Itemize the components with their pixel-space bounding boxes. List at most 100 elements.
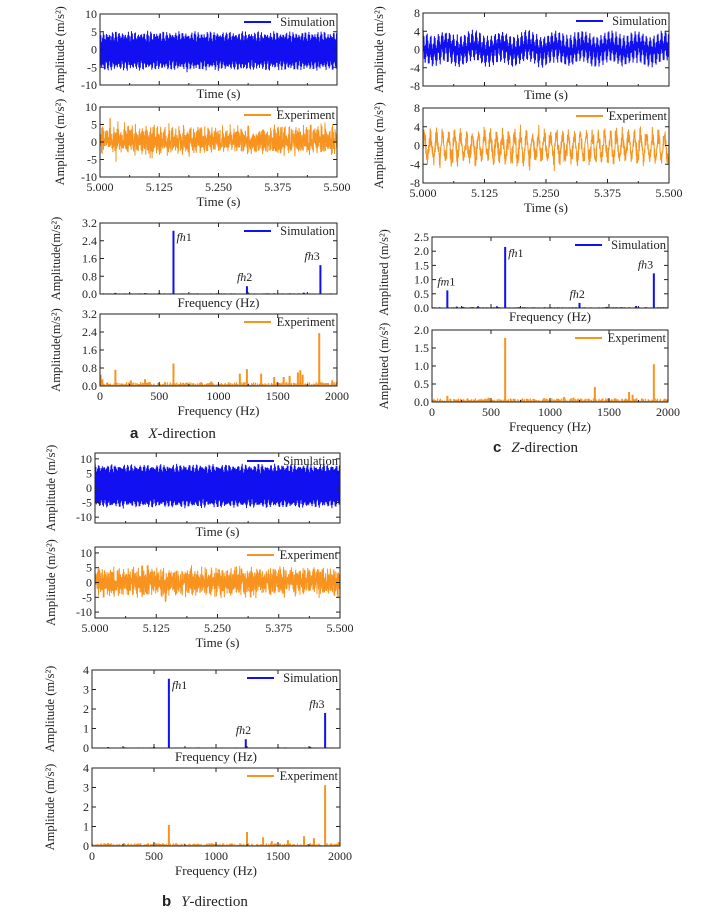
caption-suffix: -direction <box>158 426 217 442</box>
x-tick-label: 5.500 <box>324 180 351 194</box>
peak-annotation: fh2 <box>236 723 251 737</box>
y-tick-label: 0.0 <box>414 395 429 409</box>
x-tick-label: 1000 <box>538 405 562 419</box>
annotation-symbol: fh <box>236 723 245 737</box>
annotation-index: 2 <box>579 287 585 301</box>
y-tick-label: 0 <box>83 741 89 755</box>
chart-y-freq-exp: 0 500 1000 1500 2000 0 1 2 3 4 Frequency (Hz) Ampli… <box>43 761 352 878</box>
y-tick-label: 1.6 <box>82 252 97 266</box>
y-tick-label: 5 <box>91 25 97 39</box>
peak-annotation: fh1 <box>176 230 191 244</box>
legend-label: Simulation <box>280 224 336 238</box>
annotation-index: 1 <box>518 246 524 260</box>
series-line <box>423 29 669 68</box>
annotation-symbol: fh <box>309 697 318 711</box>
y-tick-label: -5 <box>87 60 97 74</box>
y-tick-label: 5 <box>86 466 92 480</box>
legend-label: Simulation <box>612 14 668 28</box>
y-axis-label: Amplitude (m/s²) <box>44 445 58 532</box>
peak-annotation: fm1 <box>437 274 455 288</box>
y-tick-label: 0 <box>414 139 420 153</box>
caption-letter: b <box>162 893 171 910</box>
series-simulation <box>95 463 340 509</box>
annotation-index: 2 <box>246 270 252 284</box>
annotation-index: 3 <box>318 697 324 711</box>
legend-label: Experiment <box>277 315 336 329</box>
series-experiment <box>100 117 337 162</box>
peak-annotation: fh3 <box>304 249 319 263</box>
y-axis-label: Amplitude (m/s²) <box>43 764 57 851</box>
y-tick-label: -8 <box>410 79 420 93</box>
legend: Experiment <box>247 548 339 562</box>
annotation-index: 3 <box>647 257 653 271</box>
y-tick-label: -5 <box>87 153 97 167</box>
y-tick-label: 0.8 <box>82 269 97 283</box>
legend: Simulation <box>576 14 668 28</box>
x-tick-label: 5.000 <box>82 621 109 635</box>
legend: Experiment <box>247 769 339 783</box>
y-tick-label: 0 <box>86 576 92 590</box>
caption-suffix: -direction <box>520 440 579 456</box>
y-tick-label: 10 <box>85 100 97 114</box>
y-axis-label: Amplitude (m/s²) <box>43 666 57 753</box>
y-tick-label: 2.5 <box>414 230 429 244</box>
y-tick-label: 0 <box>414 43 420 57</box>
legend: Simulation <box>244 15 336 29</box>
annotation-symbol: fh <box>176 230 185 244</box>
legend-label: Experiment <box>280 548 339 562</box>
x-tick-label: 2000 <box>325 389 349 403</box>
y-tick-label: 2.4 <box>82 234 97 248</box>
x-tick-label: 0 <box>429 405 435 419</box>
caption-b: b Y-direction <box>162 893 248 910</box>
legend: Experiment <box>244 108 336 122</box>
series-line <box>95 564 340 603</box>
x-tick-label: 1500 <box>266 849 290 863</box>
chart-z-time-sim: -8 -4 0 4 8 Time (s) Amplitude (m/s²) Simulatio… <box>372 6 670 102</box>
caption-suffix: -direction <box>190 894 249 910</box>
chart-z-freq-exp: 0 500 1000 1500 2000 0.0 0.5 1.0 1.5 2.0 Frequency… <box>377 323 680 434</box>
x-tick-label: 5.125 <box>471 186 498 200</box>
y-tick-label: 1 <box>83 820 89 834</box>
legend: Experiment <box>576 109 668 123</box>
series-experiment <box>100 333 337 386</box>
y-tick-label: 1.5 <box>414 341 429 355</box>
y-tick-label: 0 <box>91 43 97 57</box>
y-tick-label: 0 <box>86 481 92 495</box>
y-tick-label: 5 <box>91 118 97 132</box>
y-tick-label: 10 <box>80 546 92 560</box>
x-axis-label: Time (s) <box>196 635 240 650</box>
chart-x-freq-exp: 0 500 1000 1500 2000 0.0 0.8 1.6 2.4 3.2 Frequency… <box>49 307 349 418</box>
peak-annotation: fh1 <box>508 246 523 260</box>
y-axis-label: Amplitude (m/s²) <box>44 539 58 626</box>
y-tick-label: 2.0 <box>414 323 429 337</box>
x-tick-label: 1000 <box>207 389 231 403</box>
y-tick-label: -8 <box>410 176 420 190</box>
caption-axis: X <box>147 426 158 442</box>
series-simulation <box>423 29 669 68</box>
x-axis-label: Frequency (Hz) <box>509 309 591 324</box>
y-axis-label: Amplitude (m/s²) <box>53 99 67 186</box>
annotation-index: 1 <box>186 230 192 244</box>
y-tick-label: 1.0 <box>414 273 429 287</box>
annotation-symbol: fh <box>304 249 313 263</box>
x-axis-label: Frequency (Hz) <box>178 403 260 418</box>
legend-label: Simulation <box>283 454 339 468</box>
y-tick-label: -4 <box>410 157 420 171</box>
series-line <box>423 124 669 172</box>
y-tick-label: 2 <box>83 800 89 814</box>
chart-z-freq-sim: fm1fh1fh2fh30.00.51.01.52.02.5Frequency … <box>377 229 669 324</box>
y-tick-label: 5 <box>86 561 92 575</box>
y-tick-label: 10 <box>80 452 92 466</box>
y-tick-label: -10 <box>76 510 92 524</box>
legend-label: Simulation <box>611 238 667 252</box>
y-tick-label: 2.0 <box>414 244 429 258</box>
legend: Simulation <box>244 224 336 238</box>
y-tick-label: 3 <box>83 781 89 795</box>
legend-label: Experiment <box>608 331 667 345</box>
y-tick-label: 1.6 <box>82 343 97 357</box>
x-tick-label: 2000 <box>656 405 680 419</box>
